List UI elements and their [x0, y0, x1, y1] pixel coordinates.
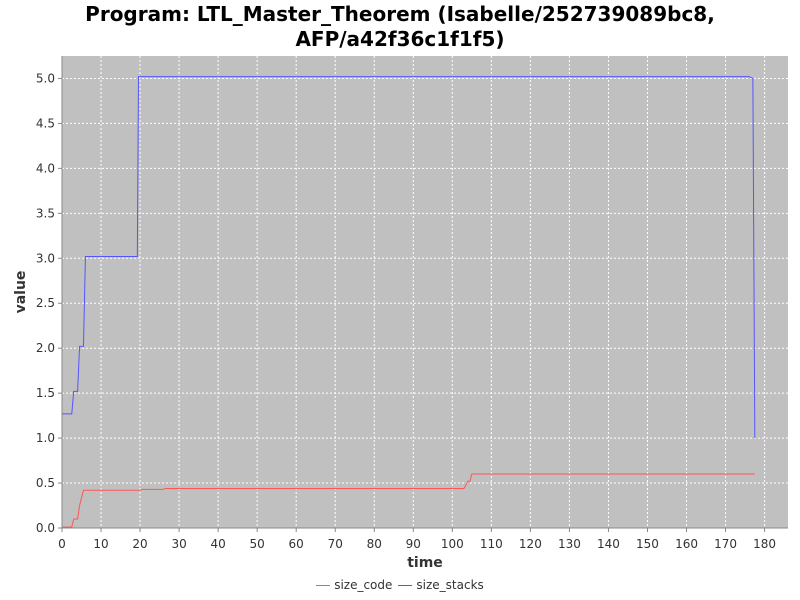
legend: size_code size_stacks	[0, 578, 800, 592]
chart-title-line2: AFP/a42f36c1f1f5)	[295, 27, 505, 51]
x-tick-label: 130	[558, 537, 581, 551]
y-tick-label: 2.5	[36, 296, 55, 310]
legend-swatch-size-code	[316, 584, 331, 586]
x-tick-label: 20	[132, 537, 147, 551]
y-tick-label: 1.5	[36, 386, 55, 400]
x-tick-label: 60	[289, 537, 304, 551]
x-tick-label: 10	[93, 537, 108, 551]
x-tick-label: 120	[519, 537, 542, 551]
x-tick-label: 160	[675, 537, 698, 551]
legend-swatch-size-stacks	[398, 584, 413, 586]
y-tick-label: 3.5	[36, 206, 55, 220]
chart-title: Program: LTL_Master_Theorem (Isabelle/25…	[0, 2, 800, 52]
y-tick-label: 5.0	[36, 71, 55, 85]
x-tick-label: 0	[58, 537, 66, 551]
y-tick-label: 2.0	[36, 341, 55, 355]
series-line-size-stacks	[62, 76, 756, 439]
x-tick-label: 140	[597, 537, 620, 551]
chart-title-line1: Program: LTL_Master_Theorem (Isabelle/25…	[85, 2, 715, 26]
x-tick-label: 70	[328, 537, 343, 551]
x-tick-label: 50	[250, 537, 265, 551]
y-tick-label: 0.0	[36, 521, 55, 535]
x-tick-label: 30	[171, 537, 186, 551]
legend-label-size-stacks: size_stacks	[416, 578, 484, 592]
x-tick-label: 170	[714, 537, 737, 551]
y-axis-label: value	[13, 271, 29, 314]
x-tick-label: 90	[406, 537, 421, 551]
y-tick-label: 3.0	[36, 251, 55, 265]
x-tick-label: 110	[480, 537, 503, 551]
legend-label-size-code: size_code	[334, 578, 393, 592]
x-tick-label: 150	[636, 537, 659, 551]
grid-lines	[61, 56, 788, 529]
x-tick-label: 180	[753, 537, 776, 551]
axes: 0 10 20 30 40 50 60 70 80 90 100 110 120 130 140 150 160…	[36, 56, 788, 551]
x-tick-label: 100	[441, 537, 464, 551]
x-axis-label: time	[407, 555, 443, 571]
y-tick-label: 4.5	[36, 116, 55, 130]
x-tick-label: 80	[367, 537, 382, 551]
series-layer	[62, 76, 756, 528]
y-tick-label: 4.0	[36, 161, 55, 175]
y-tick-label: 0.5	[36, 476, 55, 490]
legend-item-size-stacks: size_stacks	[398, 578, 484, 592]
legend-item-size-code: size_code	[316, 578, 392, 592]
series-line-size-code	[62, 473, 755, 528]
plot-area	[62, 56, 788, 528]
x-tick-label: 40	[210, 537, 225, 551]
y-tick-label: 1.0	[36, 431, 55, 445]
